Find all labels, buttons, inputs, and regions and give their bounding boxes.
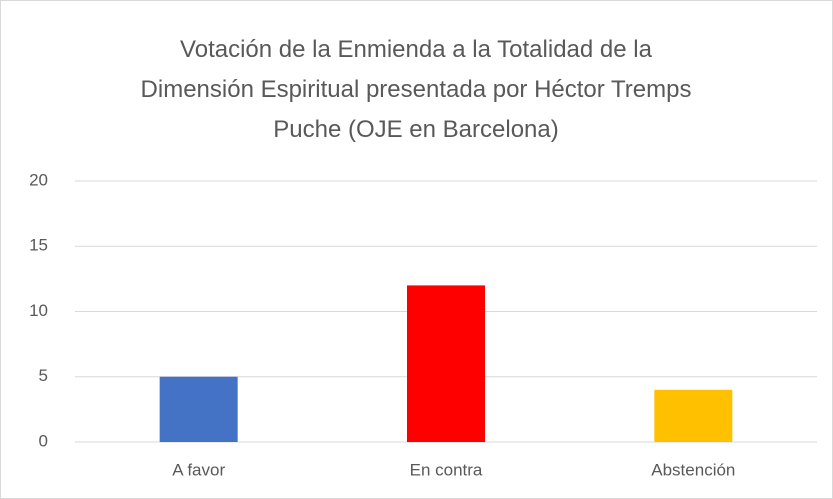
bar — [407, 285, 485, 442]
y-tick-label: 0 — [39, 431, 48, 450]
bar — [654, 389, 733, 442]
chart-title: Votación de la Enmienda a la Totalidad d… — [140, 36, 692, 143]
x-tick-label: Abstención — [651, 460, 735, 479]
y-tick-label: 5 — [39, 366, 48, 385]
bar — [159, 376, 238, 442]
y-tick-label: 10 — [29, 301, 48, 320]
y-tick-label: 15 — [29, 236, 48, 255]
y-tick-label: 20 — [29, 170, 48, 189]
x-tick-label: En contra — [410, 460, 483, 479]
x-tick-label: A favor — [172, 460, 225, 479]
